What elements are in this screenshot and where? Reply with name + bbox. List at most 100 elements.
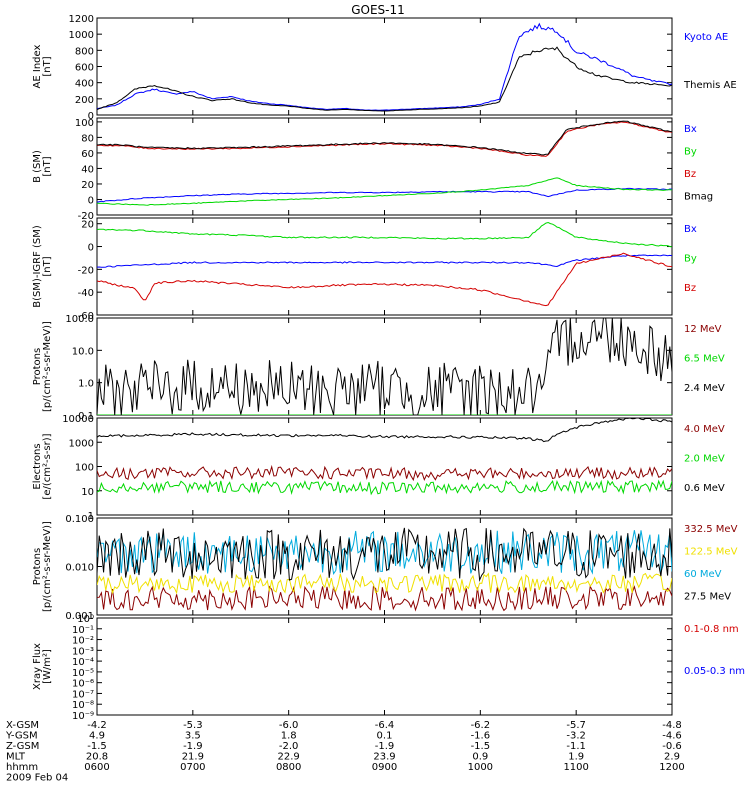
y-axis-label: B(SM)-IGRF (SM) [32,225,43,308]
panel-ae: 0 200 400 600 800 1000 1200 AE Index [nT] Kyoto A… [32,14,737,122]
y-tick-label: 10⁻⁸ [72,700,94,711]
panel-frame [96,17,673,116]
y-tick-label: 1200 [69,14,94,25]
x-info-value: 1.8 [281,731,297,742]
x-info-row-label: MLT [6,752,26,763]
legend-2-4-mev: 2.4 MeV [684,383,725,394]
series-line-332-5-mev [97,584,672,612]
x-info-value: -2.0 [279,741,299,752]
series-line-by [97,177,672,206]
series-line-27-5-mev [97,527,672,582]
x-info-value: -1.9 [375,741,395,752]
x-info-value: -0.6 [662,741,682,752]
x-info-row-label: Y-GSM [5,731,38,742]
legend-27-5-mev: 27.5 MeV [684,592,731,603]
x-info-value: -4.6 [662,731,682,742]
x-info-value: -1.5 [87,741,107,752]
x-info-value: -5.7 [566,720,586,731]
y-tick-label: 10000 [62,414,94,425]
panel-frame [96,517,673,616]
legend-6-5-mev: 6.5 MeV [684,353,725,364]
panel-bfield: -20 0 20 40 60 80 100 B (SM) [nT] Bx By Bz Bmag [32,117,713,222]
y-tick-label: 10⁰ [77,614,94,625]
x-info-value: 0.9 [472,752,488,763]
y-tick-label: 60 [81,149,94,160]
legend-0-1-0-8-nm: 0.1-0.8 nm [684,624,739,635]
y-axis-label: B (SM) [32,150,43,183]
panel-bdiff: -60 -40 -20 0 20 B(SM)-IGRF (SM) [nT] Bx By Bz [32,217,697,322]
legend-kyoto-ae: Kyoto AE [684,32,728,43]
y-tick-label: 10⁻⁶ [72,679,94,690]
series-group [97,22,672,112]
y-tick-label: 200 [75,95,94,106]
x-info-value: -3.2 [566,731,586,742]
y-tick-label: -20 [78,265,94,276]
x-info-value: 1000 [468,762,493,773]
y-axis-label: [e/(cm²-s-sr)] [42,433,53,499]
figure-title: GOES-11 [351,3,405,17]
x-info-value: 1.9 [568,752,584,763]
legend-bmag: Bmag [684,192,713,203]
legend-2-0-mev: 2.0 MeV [684,453,725,464]
y-tick-label: 80 [81,133,94,144]
y-axis-label: [p/(cm²-s-sr-MeV)] [42,321,53,412]
panel-protons_high: 0.001 0.010 0.100 Protons [p/(cm²-s-sr-MeV)]… [32,514,738,622]
x-info-value: 1100 [563,762,588,773]
y-tick-label: 40 [81,164,94,175]
y-axis-label: Electrons [32,443,43,489]
y-tick-label: 400 [75,79,94,90]
legend-by: By [684,253,697,264]
panel-xray: 10⁻⁹10⁻⁸10⁻⁷10⁻⁶10⁻⁵10⁻⁴10⁻³10⁻²10⁻¹10⁰ X… [32,614,745,722]
y-axis-label: Xray Flux [32,643,43,690]
panel-frame [96,417,673,516]
y-tick-label: 100 [75,118,94,129]
x-info-value: 2.9 [664,752,680,763]
y-axis-label: [nT] [42,156,53,176]
x-info-value: 23.9 [373,752,395,763]
y-tick-label: 600 [75,63,94,74]
y-tick-label: 20 [81,220,94,231]
series-line-by [97,221,672,248]
series-group [97,318,672,415]
series-line-60-mev [97,530,672,576]
x-info-date: 2009 Feb 04 [6,773,68,784]
x-info-value: -5.3 [183,720,203,731]
y-tick-label: -40 [78,288,94,299]
series-line-bx [97,254,672,268]
series-group [97,120,672,206]
series-line-0-6-mev [97,418,672,443]
y-axis-label: [W/m²] [42,649,53,684]
y-tick-label: 1.0 [78,379,94,390]
y-tick-label: 0 [88,111,94,122]
series-line-bz [97,121,672,157]
y-tick-label: 800 [75,46,94,57]
y-axis-label: AE Index [32,44,43,88]
y-tick-label: 10⁻⁷ [72,689,94,700]
legend-0-05-0-3-nm: 0.05-0.3 nm [684,666,745,677]
y-axis-label: [nT] [42,56,53,76]
y-tick-label: 10⁻² [72,636,94,647]
y-axis-label: Protons [32,348,43,385]
y-tick-label: 0.001 [65,611,94,622]
x-axis-info-table: X-GSM -4.2 -5.3 -6.0 -6.4 -6.2 -5.7 -4.8 Y-GSM 4.… [5,720,685,784]
legend-themis-ae: Themis AE [683,80,737,91]
legend-0-6-mev: 0.6 MeV [684,483,725,494]
series-line-2-4-mev [97,318,672,415]
series-group [97,221,672,307]
series-line-2-0-mev [97,479,672,496]
series-line-bz [97,252,672,307]
x-info-value: 1200 [659,762,684,773]
legend-by: By [684,147,697,158]
x-info-value: 0600 [84,762,109,773]
x-info-value: -6.0 [279,720,299,731]
x-info-value: 0.1 [377,731,393,742]
y-tick-label: 0 [88,195,94,206]
legend-bz: Bz [684,283,696,294]
series-group [97,527,672,612]
legend-bx: Bx [684,224,697,235]
y-tick-label: 10⁻¹ [72,625,94,636]
y-axis-label: Protons [32,548,43,585]
x-info-row-label: hhmm [6,762,38,773]
x-info-row-label: X-GSM [6,720,39,731]
